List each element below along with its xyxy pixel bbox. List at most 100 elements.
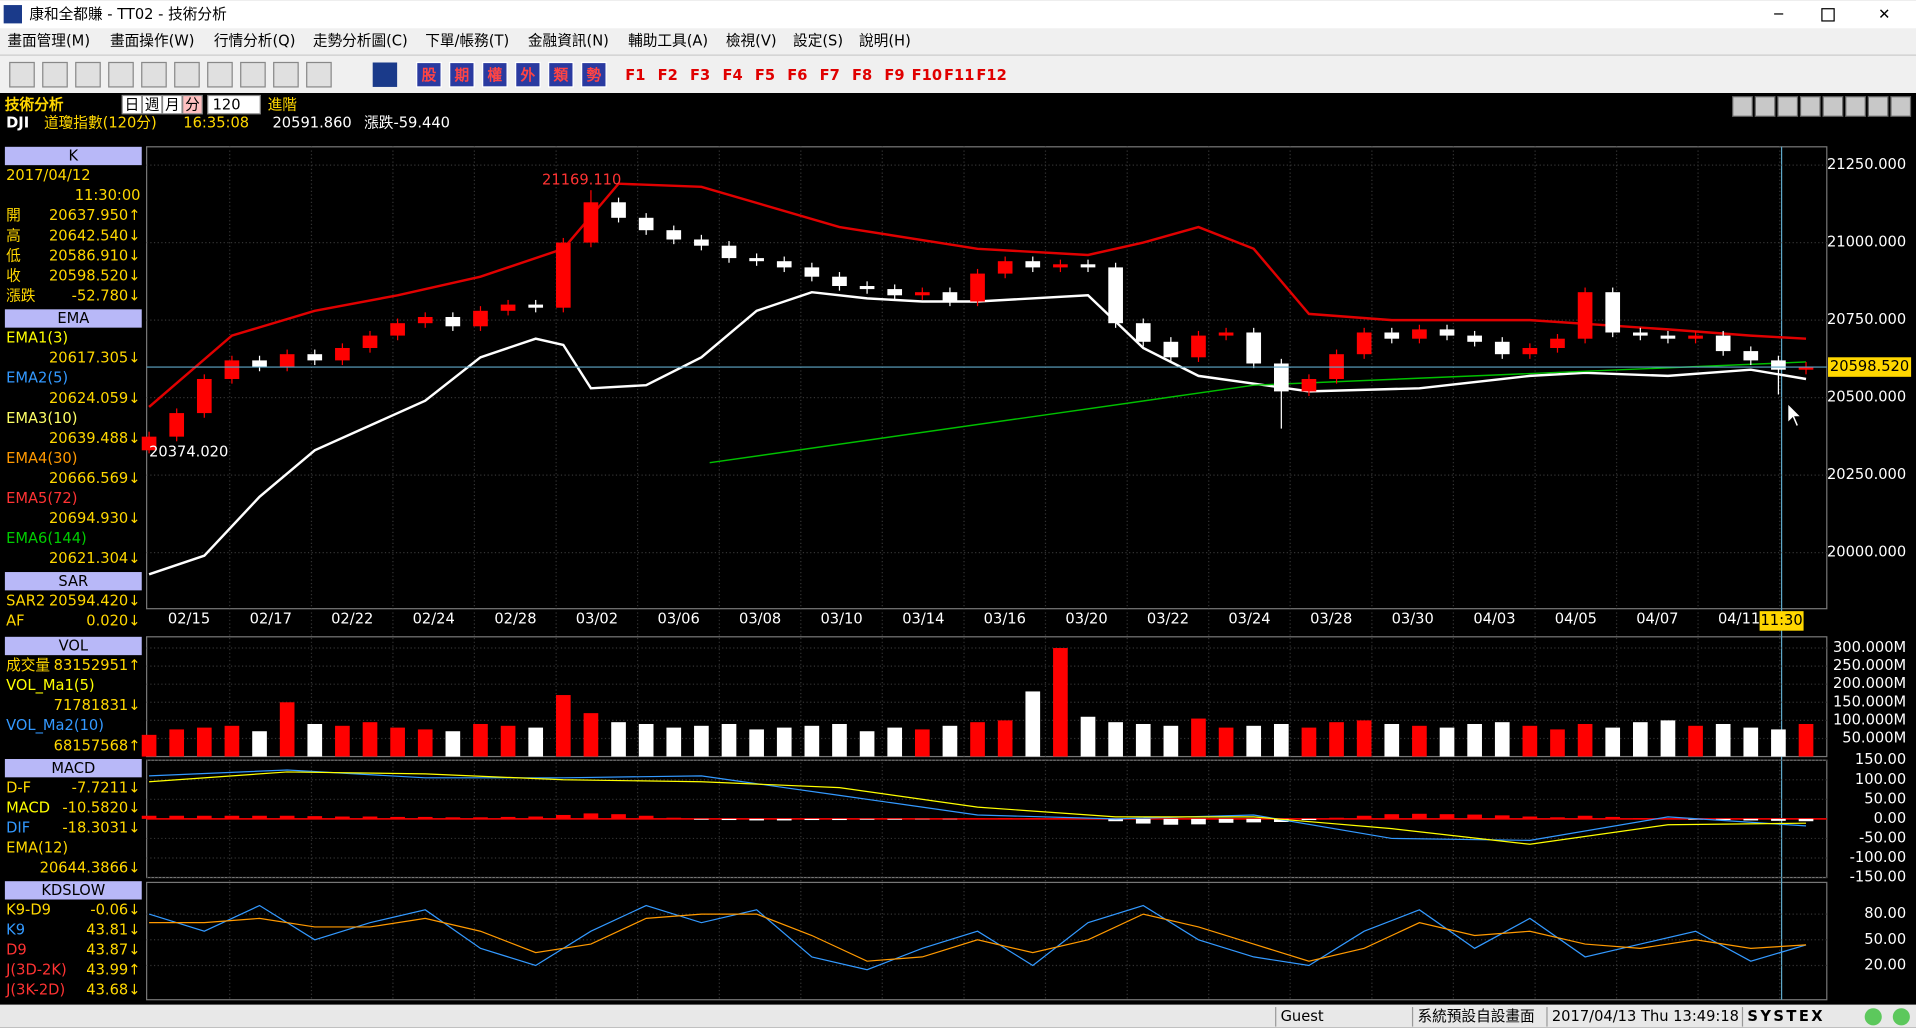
advanced[interactable]: 進階 [268,96,298,113]
candle-body [390,323,405,336]
period-box[interactable] [207,94,261,115]
tool-icon[interactable] [9,61,35,88]
fkey[interactable]: F12 [976,67,1006,84]
fkey[interactable]: F6 [787,67,807,84]
menu-item[interactable]: 畫面管理(M) [7,33,90,50]
window-tool[interactable] [1822,96,1844,117]
window-tool[interactable] [1799,96,1821,117]
macd-bar [1577,815,1593,819]
fkey[interactable]: F10 [912,67,942,84]
tool-icon[interactable] [372,62,398,87]
window-tool[interactable] [1732,96,1753,117]
volume-bar [1605,727,1621,757]
candle-body [1494,341,1510,355]
tool-icon[interactable] [207,61,233,88]
menu-item[interactable]: 金融資訊(N) [528,33,609,50]
macd-bar [1273,818,1289,823]
candle-body [1439,329,1455,336]
tab[interactable] [182,94,203,115]
fkey[interactable]: F9 [884,67,904,84]
indicator-line [709,361,1807,464]
minimize[interactable]: ─ [1773,6,1783,23]
tab-label[interactable]: 月 [165,96,180,113]
x-tick-label: 03/22 [1147,611,1189,628]
fkey[interactable]: F8 [852,67,872,84]
field-value: 20639.488↓ [49,430,141,447]
market-button[interactable] [416,61,442,88]
menu-item[interactable]: 檢視(V) [726,33,777,50]
fkey[interactable]: F5 [755,67,775,84]
tool-icon[interactable] [141,61,167,88]
menu-item[interactable]: 設定(S) [793,33,843,50]
candle-body [749,258,764,262]
window-tool[interactable] [1777,96,1799,117]
field-value: -18.3031↓ [62,819,140,836]
macd-bar [1301,818,1317,821]
tab-label[interactable]: 週 [145,96,160,113]
volume-bar [445,731,461,757]
menu-item[interactable]: 說明(H) [859,33,911,50]
field-value: 20624.059↓ [49,390,141,407]
tool-icon[interactable] [108,61,134,88]
window-tool[interactable] [1845,96,1866,117]
field-value: -7.7211↓ [72,779,141,796]
y-tick-label: 0.00 [1874,810,1907,827]
tool-icon[interactable] [75,61,101,88]
macd-bar [1467,814,1482,819]
section-title: MACD [51,760,95,777]
candle-body [1412,329,1427,339]
field-label: D9 [6,942,27,959]
tool-icon[interactable] [306,61,332,88]
volume-bar [638,723,654,757]
fkey[interactable]: F1 [625,67,645,84]
tab-label[interactable]: 分 [185,96,200,113]
field-value: 43.81↓ [86,922,140,939]
x-tick-label: 04/05 [1555,611,1597,628]
menu-item[interactable]: 畫面操作(W) [110,33,195,50]
kd-frame [146,881,1828,1001]
window-tool[interactable] [1890,96,1912,117]
tool-icon[interactable] [273,61,299,88]
workspace [0,93,1916,1005]
y-tick-label: 20500.000 [1827,389,1906,406]
fkey[interactable]: F11 [944,67,974,84]
y-tick-label: 50.000M [1842,729,1906,746]
field-label: D-F [6,779,31,796]
x-tick-label: 04/03 [1473,611,1515,628]
tool-icon[interactable] [42,61,68,88]
maximize[interactable] [1821,8,1835,22]
section-title: K [69,148,79,165]
volume-bar [749,729,764,757]
market-button[interactable] [482,61,508,88]
status-light [1892,1008,1910,1026]
period[interactable]: 120 [213,96,241,113]
market-button[interactable] [449,61,475,88]
tab-label[interactable]: 日 [125,96,140,113]
menu-item[interactable]: 下單/帳務(T) [425,33,509,50]
menu-item[interactable]: 行情分析(Q) [214,33,296,50]
window-tool[interactable] [1867,96,1889,117]
market-button[interactable] [581,61,607,88]
close[interactable]: ✕ [1878,6,1890,23]
macd-bar [1715,818,1731,821]
fkey[interactable]: F2 [658,67,678,84]
status-brand: SYSTEX [1747,1008,1825,1025]
tool-icon[interactable] [174,61,200,88]
market-button[interactable] [515,61,541,88]
fkey[interactable]: F7 [820,67,840,84]
menu-item[interactable]: 走勢分析圖(C) [313,33,408,50]
field-value: 20598.520↓ [49,267,141,284]
window-tool[interactable] [1754,96,1776,117]
candle-body [1356,332,1372,355]
volume-bar [473,723,488,757]
fkey[interactable]: F3 [690,67,710,84]
candle-body [1688,335,1703,339]
volume-bar [694,725,709,757]
candle-body [362,335,378,348]
market-button[interactable] [548,61,574,88]
tool-icon[interactable] [240,61,266,88]
candle-body [224,360,240,379]
menu-item[interactable]: 輔助工具(A) [628,33,708,50]
macd-bar [997,818,1013,819]
fkey[interactable]: F4 [722,67,742,84]
